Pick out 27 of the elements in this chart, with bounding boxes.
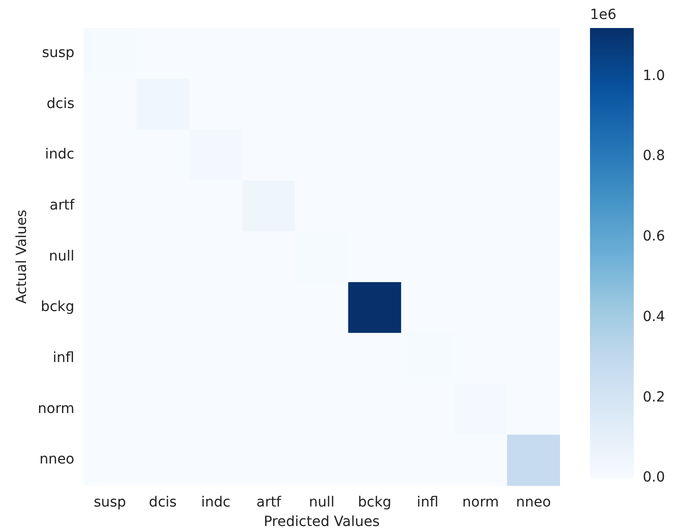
color-bar-label: 0.2 bbox=[642, 389, 665, 406]
x-tick-label: dcis bbox=[148, 494, 177, 510]
y-tick-label: dcis bbox=[46, 96, 74, 112]
color-bar-label: 0.0 bbox=[642, 470, 665, 486]
y-tick-label: nneo bbox=[39, 452, 74, 468]
y-tick-label: artf bbox=[50, 198, 76, 214]
y-tick-label: null bbox=[48, 248, 74, 264]
color-bar-label: 0.4 bbox=[642, 308, 666, 325]
x-tick-label: bckg bbox=[358, 494, 392, 510]
x-tick-label: susp bbox=[94, 494, 126, 510]
text: 1e6 bbox=[590, 7, 616, 23]
x-tick-label: indc bbox=[201, 494, 230, 510]
x-tick-label: artf bbox=[256, 494, 282, 510]
y-axis-title: Actual Values bbox=[14, 210, 30, 304]
x-axis-title: Predicted Values bbox=[264, 514, 380, 530]
x-tick-label: nneo bbox=[516, 494, 551, 510]
x-tick-label: null bbox=[308, 494, 334, 510]
y-tick-label: susp bbox=[42, 45, 74, 62]
y-tick-label: bckg bbox=[40, 299, 74, 316]
x-tick-label: infl bbox=[416, 494, 438, 510]
y-tick-label: norm bbox=[38, 400, 74, 417]
x-tick-label: norm bbox=[462, 494, 499, 510]
y-tick-label: infl bbox=[52, 350, 74, 366]
color-bar-label: 1.0 bbox=[642, 68, 665, 84]
y-tick-label: indc bbox=[45, 146, 74, 163]
color-bar-label: 0.6 bbox=[642, 228, 666, 245]
color-bar-label: 0.8 bbox=[642, 148, 665, 164]
